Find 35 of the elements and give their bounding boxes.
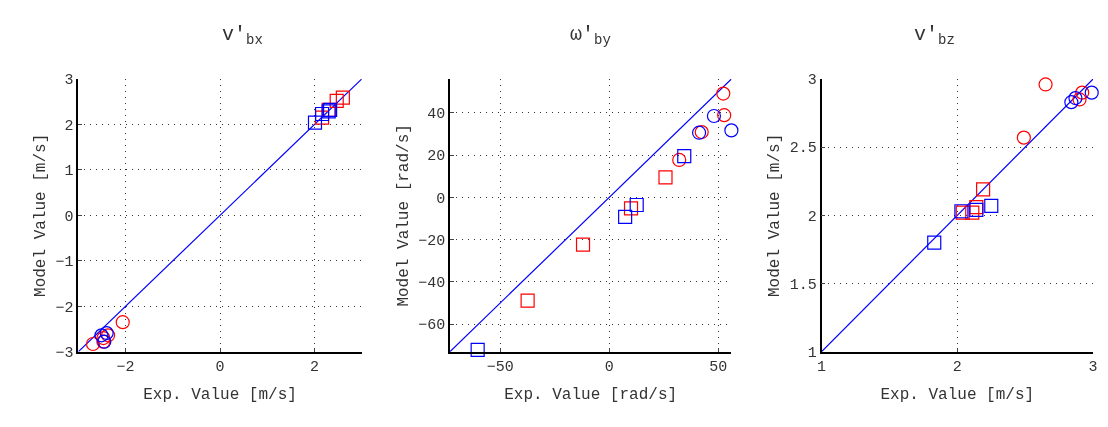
y-tick-label: 1.5 — [789, 276, 817, 294]
chart-title: ω′$_{by}$ — [570, 23, 611, 49]
y-tick-label: 0 — [436, 190, 446, 208]
x-tick-label: 3 — [1088, 359, 1098, 377]
y-tick-label: −1 — [55, 254, 74, 272]
y-tick-label: −20 — [418, 232, 446, 250]
y-tick-label: 2 — [64, 117, 74, 135]
x-tick-label: 0 — [604, 359, 614, 377]
x-axis-title: Exp. Value [m/s] — [880, 385, 1035, 404]
x-tick-label: 2 — [952, 359, 962, 377]
y-tick-label: 2.5 — [789, 140, 817, 158]
y-tick-label: −2 — [55, 299, 74, 317]
y-axis-title: Model Value [m/s] — [766, 133, 785, 297]
y-tick-label: −60 — [418, 317, 446, 335]
y-tick-label: 3 — [64, 72, 74, 90]
y-tick-label: 3 — [807, 72, 817, 90]
y-tick-label: 20 — [427, 148, 446, 166]
y-tick-label: 1 — [64, 163, 74, 181]
y-tick-label: −40 — [418, 275, 446, 293]
x-axis-title: Exp. Value [rad/s] — [504, 385, 678, 404]
y-axis-title: Model Value [rad/s] — [394, 124, 413, 307]
x-tick-label: −2 — [116, 359, 135, 377]
y-tick-label: −3 — [55, 344, 74, 362]
x-axis-title: Exp. Value [m/s] — [143, 385, 297, 404]
y-tick-label: 0 — [64, 208, 74, 226]
y-tick-label: 2 — [807, 208, 817, 226]
y-tick-label: 1 — [807, 344, 817, 362]
x-tick-label: 0 — [215, 359, 225, 377]
chart-title: v′$_{bx}$ — [222, 23, 263, 49]
x-tick-label: 50 — [709, 359, 728, 377]
y-axis-title: Model Value [m/s] — [31, 133, 50, 297]
x-tick-label: −50 — [486, 359, 514, 377]
chart-title: v′$_{bz}$ — [914, 23, 955, 49]
x-tick-label: 2 — [310, 359, 320, 377]
y-tick-label: 40 — [427, 106, 446, 124]
